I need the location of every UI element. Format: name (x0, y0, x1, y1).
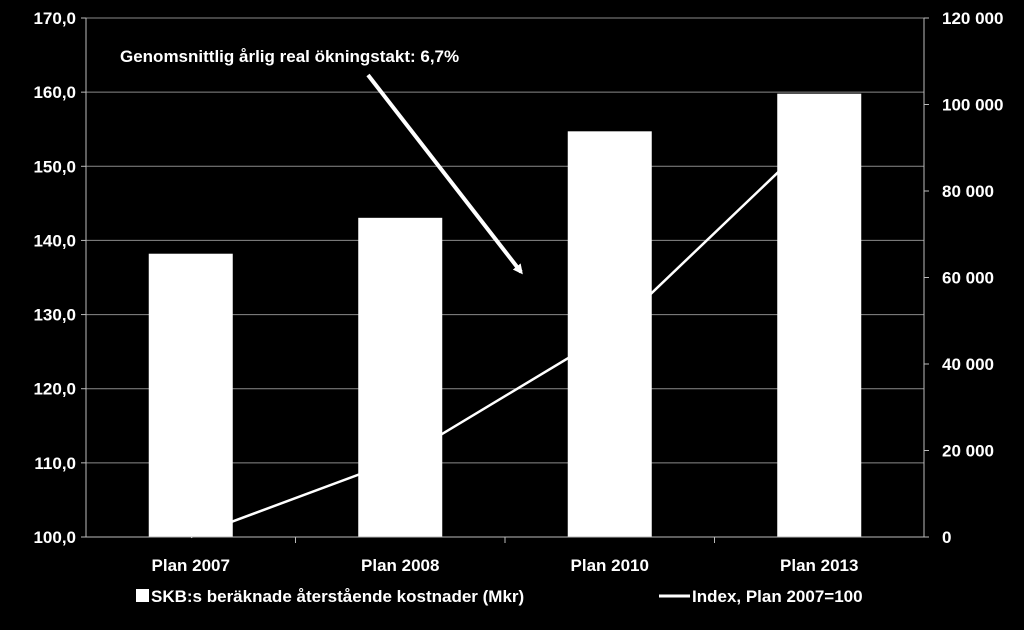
left-tick-label: 170,0 (33, 9, 76, 28)
annotation: Genomsnittlig årlig real ökningstakt: 6,… (120, 47, 521, 272)
right-tick-label: 0 (942, 528, 951, 547)
annotation-text: Genomsnittlig årlig real ökningstakt: 6,… (120, 47, 459, 66)
left-tick-label: 150,0 (33, 157, 76, 176)
right-tick-label: 80 000 (942, 182, 994, 201)
right-tick-label: 40 000 (942, 355, 994, 374)
left-tick-label: 140,0 (33, 231, 76, 250)
left-tick-label: 100,0 (33, 528, 76, 547)
bar-series (149, 94, 862, 537)
x-tick-label: Plan 2008 (361, 556, 439, 575)
legend-swatch-bar (136, 589, 149, 602)
bar-plan-2008 (358, 218, 442, 537)
legend: SKB:s beräknade återstående kostnader (M… (136, 587, 863, 606)
right-tick-label: 20 000 (942, 442, 994, 461)
bar-plan-2007 (149, 254, 233, 537)
right-tick-label: 60 000 (942, 269, 994, 288)
line-series (191, 133, 820, 537)
x-tick-label: Plan 2013 (780, 556, 858, 575)
left-tick-label: 130,0 (33, 306, 76, 325)
x-tick-label: Plan 2007 (152, 556, 230, 575)
left-tick-label: 110,0 (34, 454, 76, 473)
legend-label-line: Index, Plan 2007=100 (692, 587, 863, 606)
right-tick-label: 100 000 (942, 96, 1003, 115)
index-line (191, 133, 820, 537)
x-tick-label: Plan 2010 (571, 556, 649, 575)
left-tick-label: 160,0 (33, 83, 76, 102)
right-tick-label: 120 000 (942, 9, 1003, 28)
left-tick-label: 120,0 (33, 380, 76, 399)
legend-label-bar: SKB:s beräknade återstående kostnader (M… (151, 587, 524, 606)
